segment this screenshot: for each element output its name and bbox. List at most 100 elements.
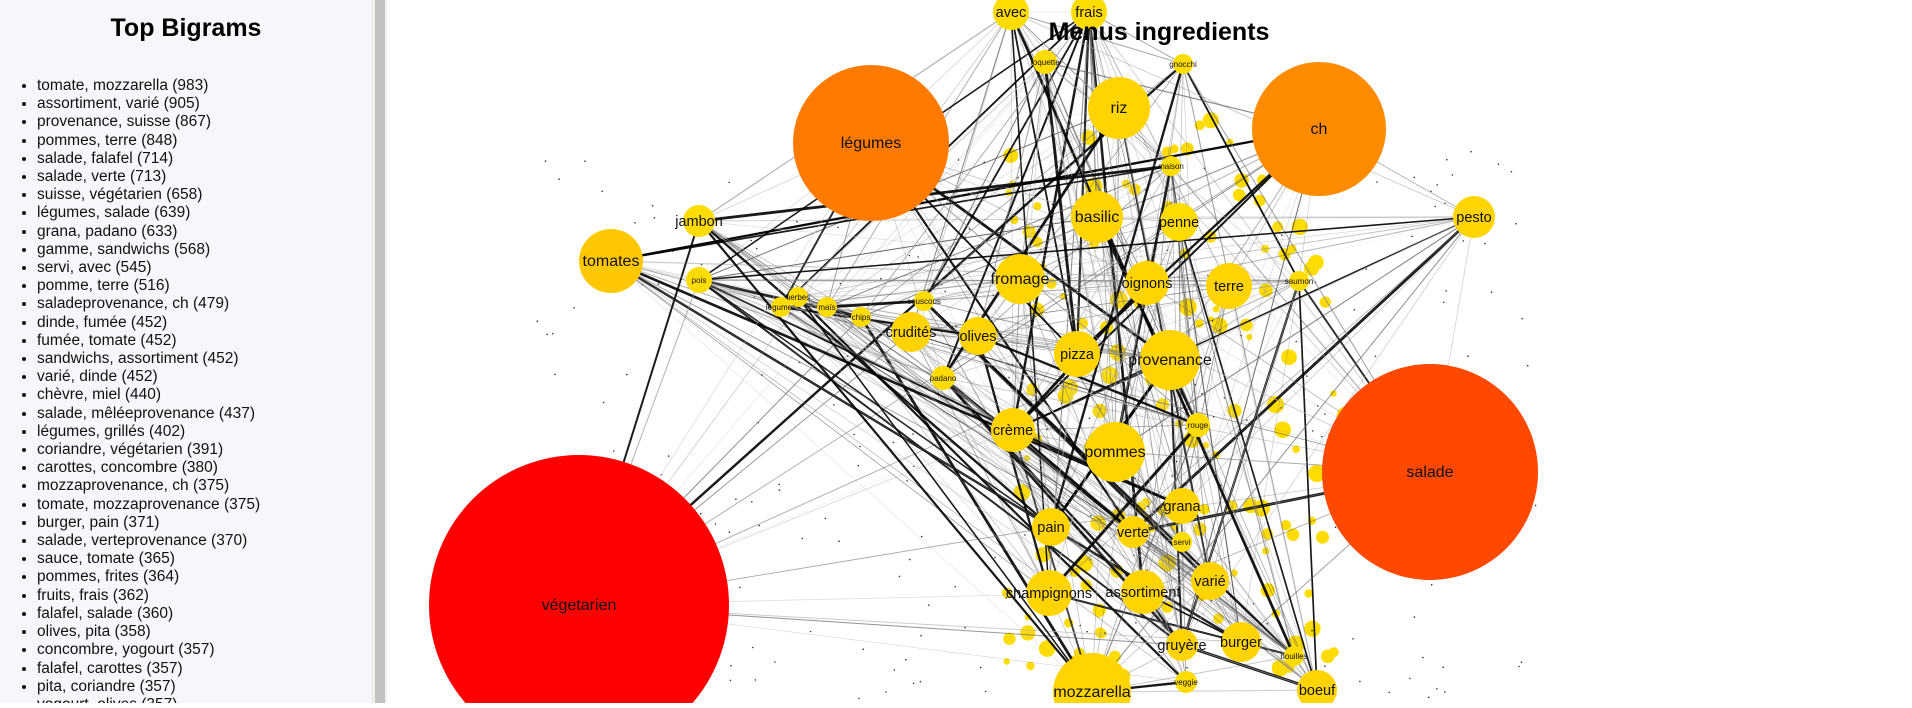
graph-node[interactable]: nouilles — [1280, 646, 1308, 666]
graph-node-circle[interactable] — [1191, 562, 1229, 600]
graph-node-circle[interactable] — [1186, 413, 1210, 437]
graph-node-circle[interactable] — [995, 254, 1045, 304]
graph-node-circle[interactable] — [1053, 653, 1131, 708]
graph-node-circle[interactable] — [1206, 263, 1252, 309]
dust-dot — [1008, 376, 1010, 379]
graph-node[interactable]: maison — [1158, 156, 1184, 176]
scrollbar-thumb[interactable] — [375, 0, 385, 703]
graph-node-circle[interactable] — [1297, 670, 1337, 708]
graph-node[interactable]: champignons — [1006, 570, 1092, 616]
graph-node[interactable]: riz — [1088, 77, 1150, 139]
graph-node-circle[interactable] — [914, 291, 934, 311]
graph-node[interactable]: terre — [1206, 263, 1252, 309]
graph-node-circle[interactable] — [1322, 364, 1538, 580]
graph-node-circle[interactable] — [1172, 532, 1192, 552]
graph-node[interactable]: jambon — [674, 205, 723, 237]
graph-node[interactable]: burger — [1220, 622, 1262, 662]
graph-node-circle[interactable] — [931, 366, 955, 390]
graph-node-circle[interactable] — [1252, 62, 1386, 196]
graph-node[interactable]: gruyère — [1157, 629, 1207, 661]
graph-node-circle[interactable] — [851, 307, 871, 327]
graph-node[interactable]: grana — [1163, 488, 1201, 524]
graph-node-circle[interactable] — [1221, 622, 1261, 662]
graph-node[interactable]: maïs — [817, 297, 837, 317]
graph-node-circle[interactable] — [429, 455, 729, 708]
graph-node[interactable]: frais — [1071, 0, 1107, 30]
graph-node-circle[interactable] — [1289, 271, 1309, 291]
graph-node[interactable]: servi — [1172, 532, 1192, 552]
graph-node-circle[interactable] — [993, 0, 1029, 30]
graph-node[interactable]: provenance — [1128, 330, 1212, 390]
graph-node[interactable]: verte — [1117, 516, 1149, 548]
bigram-item: salade, falafel (714) — [37, 150, 372, 168]
graph-node-label: pizza — [1060, 347, 1095, 363]
sidebar-scrollbar[interactable] — [372, 0, 387, 703]
graph-node[interactable]: salade — [1322, 364, 1538, 580]
bigram-item: carottes, concombre (380) — [37, 459, 372, 477]
graph-node-circle[interactable] — [817, 297, 837, 317]
graph-node-circle[interactable] — [1140, 330, 1200, 390]
graph-node-circle[interactable] — [1284, 646, 1304, 666]
graph-node[interactable]: pizza — [1054, 331, 1100, 377]
graph-node[interactable]: herbes — [786, 287, 810, 307]
graph-node[interactable]: légumes — [793, 65, 949, 221]
graph-node[interactable]: pommes — [1084, 422, 1146, 482]
graph-node[interactable]: olives — [959, 317, 997, 355]
graph-node[interactable]: chips — [851, 307, 871, 327]
graph-node[interactable]: varié — [1191, 562, 1229, 600]
graph-node-circle[interactable] — [686, 267, 712, 293]
graph-node[interactable]: végetarien — [429, 455, 729, 708]
graph-node-circle[interactable] — [1125, 261, 1169, 305]
graph-node[interactable]: mozzarella — [1053, 653, 1131, 708]
graph-node[interactable]: padano — [930, 366, 957, 390]
graph-node[interactable]: pesto — [1453, 196, 1495, 238]
graph-node-circle[interactable] — [959, 317, 997, 355]
graph-node[interactable]: légumes — [766, 297, 796, 317]
graph-node-circle[interactable] — [1121, 570, 1165, 614]
dust-dot — [1166, 249, 1169, 252]
graph-node[interactable]: saumon — [1285, 271, 1313, 291]
graph-node-circle[interactable] — [1166, 629, 1198, 661]
graph-edge — [1178, 63, 1184, 223]
graph-node-circle[interactable] — [1453, 196, 1495, 238]
graph-node-circle[interactable] — [1173, 54, 1193, 74]
graph-node-circle[interactable] — [579, 229, 643, 293]
graph-node-circle[interactable] — [1117, 516, 1149, 548]
graph-node[interactable]: boeuf — [1297, 670, 1337, 708]
graph-node[interactable]: tomates — [579, 229, 643, 293]
graph-node-circle[interactable] — [1175, 671, 1197, 693]
graph-node-circle[interactable] — [1164, 488, 1200, 524]
graph-node-circle[interactable] — [1161, 156, 1181, 176]
graph-node-circle[interactable] — [1054, 331, 1100, 377]
graph-node[interactable]: avec — [993, 0, 1029, 30]
graph-node-circle[interactable] — [788, 287, 808, 307]
graph-node-circle[interactable] — [771, 297, 791, 317]
graph-node[interactable]: pois — [686, 267, 712, 293]
graph-node[interactable]: roquette — [1030, 50, 1060, 74]
graph-node-circle[interactable] — [683, 205, 715, 237]
graph-node-circle[interactable] — [793, 65, 949, 221]
graph-node[interactable]: assortiment — [1106, 570, 1181, 614]
graph-node[interactable]: rouge — [1186, 413, 1210, 437]
graph-node-circle[interactable] — [1032, 508, 1070, 546]
graph-node[interactable]: pain — [1032, 508, 1070, 546]
graph-node-circle[interactable] — [1085, 422, 1145, 482]
graph-node-circle[interactable] — [1026, 570, 1072, 616]
graph-node[interactable]: penne — [1159, 203, 1199, 241]
graph-node[interactable]: ch — [1252, 62, 1386, 196]
graph-node[interactable]: gnocchi — [1169, 54, 1197, 74]
graph-node[interactable]: basilic — [1071, 191, 1123, 243]
graph-node[interactable]: veggie — [1174, 671, 1198, 693]
graph-node[interactable]: crème — [991, 408, 1035, 452]
graph-node-circle[interactable] — [1071, 191, 1123, 243]
graph-node[interactable]: oignons — [1122, 261, 1173, 305]
graph-node-circle[interactable] — [1033, 50, 1057, 74]
graph-node[interactable]: crudités — [886, 312, 937, 352]
graph-node-circle[interactable] — [1160, 203, 1198, 241]
graph-node[interactable]: fromage — [991, 254, 1050, 304]
graph-node-circle[interactable] — [891, 312, 931, 352]
graph-node-circle[interactable] — [991, 408, 1035, 452]
graph-node-circle[interactable] — [1071, 0, 1107, 30]
graph-node[interactable]: couscous — [907, 291, 941, 311]
graph-node-circle[interactable] — [1088, 77, 1150, 139]
